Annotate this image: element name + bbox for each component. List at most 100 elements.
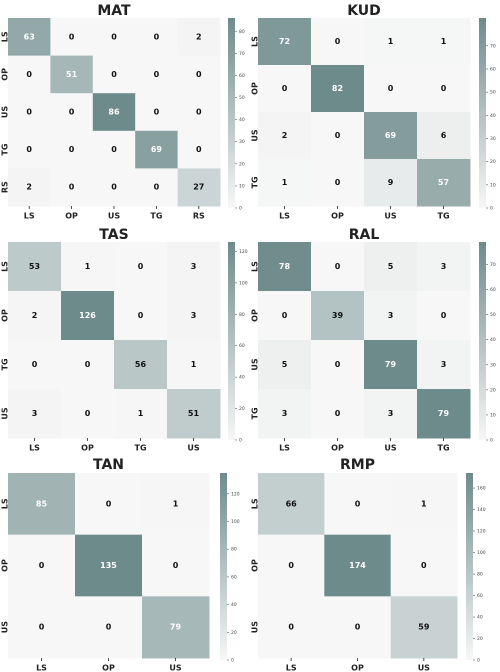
panel-rmp: RMP 66 0 1 0 174 0 0 0 59 LS OP US LS OP US 0 20 40 60 80 100… (251, 457, 486, 672)
cell-value-rmp-r0-c2: 1 (421, 499, 427, 508)
cell-value-mat-r1-c0: 0 (26, 70, 32, 79)
cell-value-ral-r1-c2: 3 (388, 311, 394, 320)
y-tick-label-ral-1: OP (251, 309, 260, 322)
heatmap-cell-kud-r3-c3 (417, 159, 471, 207)
heatmap-cell-mat-r2-c2 (92, 93, 136, 132)
cell-value-kud-r1-c0: 0 (282, 84, 288, 93)
cell-value-mat-r1-c2: 0 (111, 70, 117, 79)
x-tick-label-ral-1: OP (331, 444, 344, 453)
cell-value-mat-r2-c4: 0 (196, 108, 202, 117)
heatmap-cell-tas-r3-c2 (114, 389, 168, 439)
x-tick-label-rmp-0: LS (286, 664, 297, 672)
y-tick-label-kud-2: US (251, 129, 260, 141)
colorbar-tick-label-tas-1: 20 (239, 406, 245, 412)
cell-value-ral-r1-c3: 0 (441, 311, 447, 320)
heatmap-cell-rmp-r1-c1 (324, 534, 392, 597)
colorbar-tick-label-ral-7: 70 (490, 262, 496, 268)
heatmap-cell-ral-r1-c2 (364, 291, 418, 341)
heatmap-cell-ral-r1-c1 (311, 291, 365, 341)
cell-value-tan-r0-c0: 85 (36, 499, 48, 508)
colorbar-tick-label-ral-3: 30 (490, 362, 496, 368)
chart-title-tan: TAN (93, 457, 124, 473)
y-tick-label-mat-2: US (1, 106, 10, 118)
colorbar-tick-label-tas-2: 40 (239, 375, 245, 381)
heatmap-cell-tan-r0-c0 (8, 473, 76, 536)
x-tick-label-tan-1: OP (102, 664, 115, 672)
heatmap-cell-mat-r4-c1 (50, 168, 94, 207)
heatmap-cell-mat-r1-c3 (135, 55, 179, 94)
colorbar-tick-label-tan-5: 100 (231, 519, 240, 525)
cell-value-tan-r0-c1: 0 (106, 499, 112, 508)
cell-value-mat-r0-c0: 63 (24, 32, 35, 41)
heatmap-cell-mat-r4-c3 (135, 168, 179, 207)
heatmap-cell-ral-r0-c0 (258, 242, 312, 292)
x-tick-label-kud-3: TG (437, 212, 449, 221)
colorbar-tick-label-rmp-6: 120 (477, 529, 486, 535)
cell-value-ral-r3-c2: 3 (388, 409, 394, 418)
heatmap-cell-ral-r1-c0 (258, 291, 312, 341)
x-tick-label-tas-1: OP (81, 444, 94, 453)
cell-value-ral-r3-c3: 79 (438, 409, 450, 418)
y-tick-label-tas-2: TG (1, 358, 10, 370)
heatmap-cell-kud-r3-c2 (364, 159, 418, 207)
heatmap-cell-mat-r2-c1 (50, 93, 94, 132)
colorbar-tick-label-kud-5: 50 (490, 90, 496, 96)
heatmap-cell-tan-r1-c0 (8, 534, 76, 597)
cell-value-tan-r2-c1: 0 (106, 623, 112, 632)
heatmap-cell-kud-r0-c1 (311, 18, 365, 66)
x-tick-label-rmp-1: OP (351, 664, 364, 672)
heatmap-cell-mat-r0-c3 (135, 18, 179, 57)
cell-value-ral-r0-c1: 0 (335, 262, 341, 271)
y-tick-label-tan-1: OP (1, 559, 10, 572)
colorbar-tick-label-tan-1: 20 (231, 630, 237, 636)
heatmap-cell-ral-r2-c1 (311, 340, 365, 390)
heatmap-cell-mat-r3-c0 (8, 130, 51, 169)
colorbar-tick-label-ral-5: 50 (490, 312, 496, 318)
colorbar-tick-label-kud-0: 0 (490, 206, 493, 212)
x-tick-label-tas-0: LS (29, 444, 40, 453)
cell-value-tas-r0-c2: 0 (138, 262, 144, 271)
colorbar-tick-label-rmp-2: 40 (477, 615, 483, 621)
colorbar-tan (220, 473, 227, 660)
colorbar-tick-label-mat-0: 0 (239, 206, 242, 212)
cell-value-mat-r0-c1: 0 (69, 32, 75, 41)
heatmap-cell-mat-r3-c1 (50, 130, 94, 169)
cell-value-mat-r0-c2: 0 (111, 32, 117, 41)
cell-value-ral-r2-c0: 5 (282, 360, 288, 369)
heatmap-cell-ral-r3-c0 (258, 389, 312, 439)
colorbar-tick-label-tan-6: 120 (231, 491, 240, 497)
heatmap-cell-tas-r0-c1 (61, 242, 115, 292)
cell-value-kud-r2-c0: 2 (282, 131, 288, 140)
heatmap-cell-kud-r2-c3 (417, 112, 471, 160)
cell-value-rmp-r1-c1: 174 (349, 561, 366, 570)
colorbar-tick-label-ral-4: 40 (490, 337, 496, 343)
heatmap-cell-kud-r2-c0 (258, 112, 312, 160)
heatmap-cell-kud-r1-c3 (417, 65, 471, 113)
cell-value-mat-r4-c4: 27 (193, 183, 204, 192)
cell-value-mat-r3-c4: 0 (196, 145, 202, 154)
colorbar-tick-label-rmp-7: 140 (477, 507, 486, 513)
heatmap-cell-ral-r1-c3 (417, 291, 471, 341)
heatmap-cell-mat-r2-c3 (135, 93, 179, 132)
cell-value-mat-r0-c4: 2 (196, 32, 202, 41)
colorbar-tick-label-kud-2: 20 (490, 159, 496, 165)
colorbar-tick-label-rmp-1: 20 (477, 636, 483, 642)
heatmap-cell-tan-r0-c1 (75, 473, 143, 536)
heatmap-cell-kud-r0-c0 (258, 18, 312, 66)
y-tick-label-tas-1: OP (1, 309, 10, 322)
cell-value-tas-r1-c2: 0 (138, 311, 144, 320)
cell-value-kud-r1-c3: 0 (441, 84, 447, 93)
heatmap-cell-mat-r0-c2 (92, 18, 136, 57)
heatmap-cell-ral-r2-c0 (258, 340, 312, 390)
chart-title-ral: RAL (349, 227, 380, 243)
cell-value-tan-r1-c1: 135 (100, 561, 117, 570)
cell-value-mat-r3-c3: 69 (151, 145, 163, 154)
colorbar-tick-label-mat-1: 10 (239, 183, 245, 189)
chart-title-tas: TAS (99, 227, 128, 243)
cell-value-mat-r4-c3: 0 (154, 183, 160, 192)
heatmap-cell-tan-r2-c0 (8, 596, 76, 659)
colorbar-tick-label-tas-3: 60 (239, 343, 245, 349)
heatmap-cell-mat-r3-c3 (135, 130, 179, 169)
